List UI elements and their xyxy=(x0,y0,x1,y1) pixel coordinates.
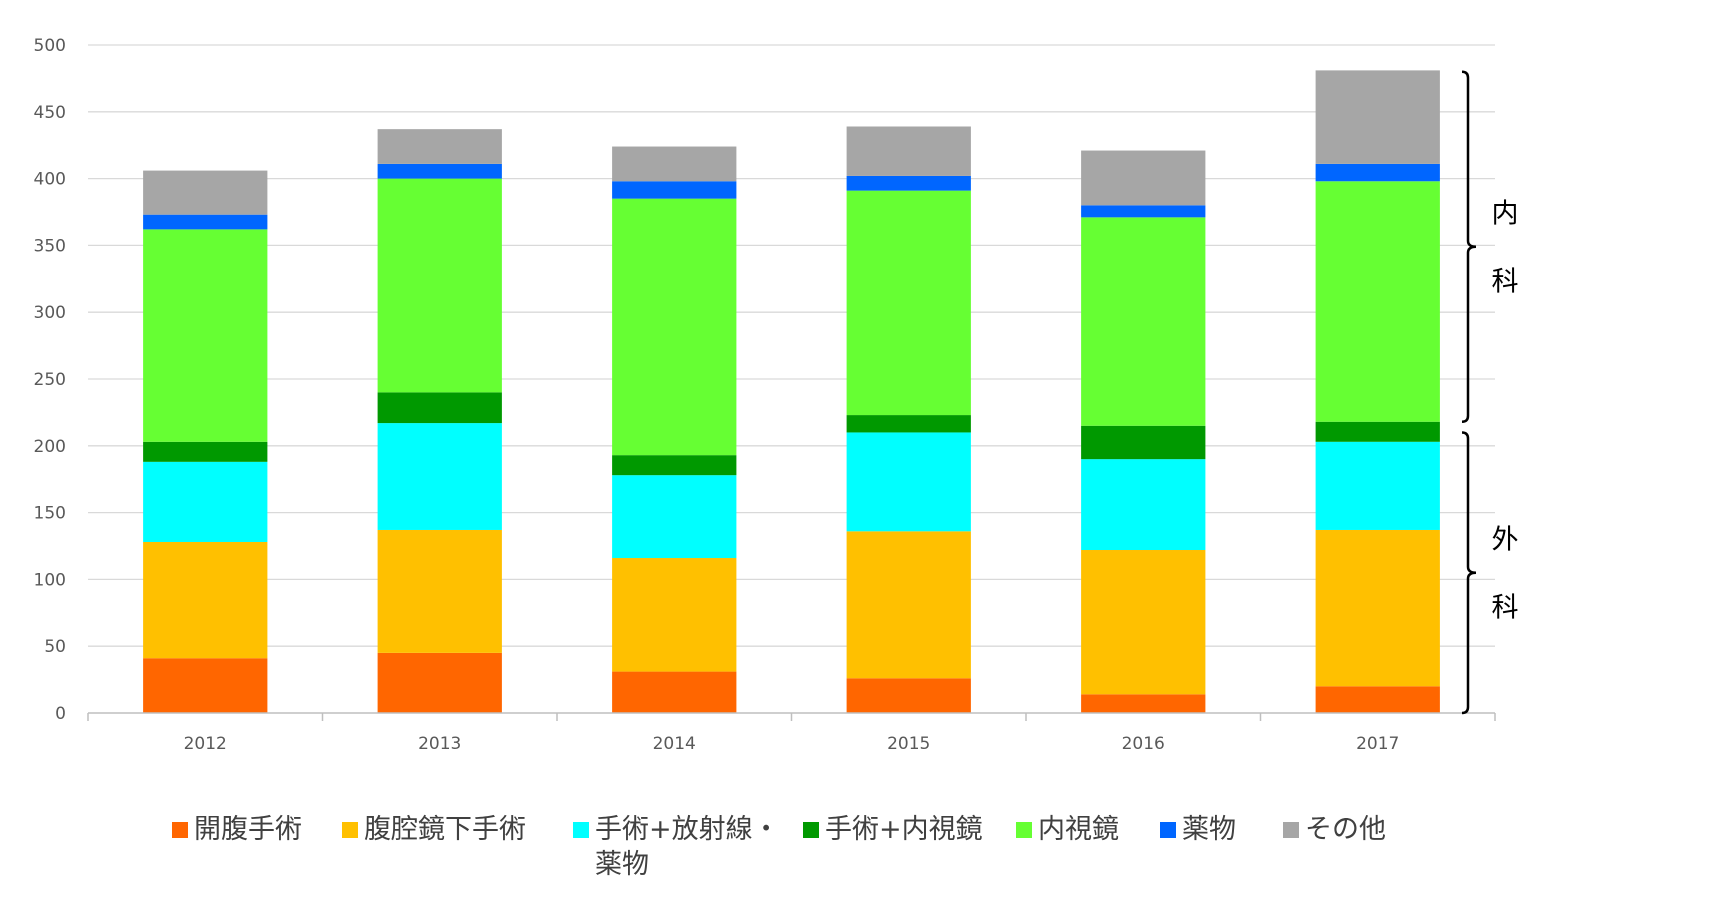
curly-brace xyxy=(1461,431,1477,715)
x-tick-label: 2013 xyxy=(418,734,461,754)
bar-segment xyxy=(1315,441,1440,530)
x-tick-label: 2016 xyxy=(1122,734,1165,754)
legend-label: 内視鏡 xyxy=(1038,814,1119,845)
y-tick-label: 50 xyxy=(44,637,66,657)
legend-label: 手術+内視鏡 xyxy=(825,814,983,845)
bar-segment xyxy=(143,229,268,442)
bar-segment xyxy=(1315,421,1440,442)
bar-segment xyxy=(377,163,502,179)
bar-segment xyxy=(1081,217,1206,426)
brace-label: 内 xyxy=(1492,199,1519,230)
curly-brace xyxy=(1461,70,1477,424)
bar-segment xyxy=(143,170,268,215)
y-tick-label: 0 xyxy=(55,704,66,724)
bars xyxy=(143,70,1440,713)
bar-segment xyxy=(377,423,502,530)
legend-swatch xyxy=(803,822,819,838)
bar-segment xyxy=(612,146,737,182)
bar-segment xyxy=(143,214,268,230)
bar-segment xyxy=(1081,459,1206,551)
bar-segment xyxy=(1315,686,1440,713)
bar-segment xyxy=(846,126,971,176)
axes: 0 50 100 150 200 250 300 350 400 450 500 2012 2013 20… xyxy=(34,36,1496,754)
legend-swatch xyxy=(1016,822,1032,838)
legend-label: 腹腔鏡下手術 xyxy=(364,814,526,845)
bar-segment xyxy=(612,455,737,476)
legend-label: 薬物 xyxy=(1182,814,1236,845)
bar-segment xyxy=(846,190,971,416)
bar-segment xyxy=(1315,70,1440,164)
bar-segment xyxy=(377,129,502,164)
y-tick-label: 300 xyxy=(34,303,66,323)
bar-segment xyxy=(1081,550,1206,695)
bar-segment xyxy=(846,175,971,191)
bar-segment xyxy=(1315,181,1440,422)
y-tick-label: 450 xyxy=(34,103,66,123)
bar-segment xyxy=(612,558,737,672)
bar-segment xyxy=(377,529,502,653)
legend-swatch xyxy=(573,822,589,838)
bar-segment xyxy=(377,392,502,424)
bar-segment xyxy=(612,198,737,456)
x-tick-label: 2017 xyxy=(1356,734,1399,754)
legend-swatch xyxy=(1283,822,1299,838)
y-tick-label: 150 xyxy=(34,504,66,524)
bar-segment xyxy=(143,441,268,462)
x-tick-label: 2014 xyxy=(653,734,696,754)
bar-segment xyxy=(846,415,971,433)
bar-segment xyxy=(377,178,502,393)
x-tick-label: 2012 xyxy=(184,734,227,754)
bar-segment xyxy=(612,671,737,713)
legend-label: その他 xyxy=(1305,814,1386,845)
legend-label: 薬物 xyxy=(595,849,649,880)
bar-segment xyxy=(1315,529,1440,687)
brace-label: 科 xyxy=(1492,267,1519,298)
legend-swatch xyxy=(342,822,358,838)
bar-segment xyxy=(612,181,737,199)
brace-label: 外 xyxy=(1492,525,1519,556)
bar-segment xyxy=(846,678,971,713)
y-tick-label: 250 xyxy=(34,370,66,390)
y-tick-label: 200 xyxy=(34,437,66,457)
legend-swatch xyxy=(1160,822,1176,838)
bar-segment xyxy=(143,541,268,659)
legend-label: 手術+放射線・ xyxy=(595,814,780,845)
bar-segment xyxy=(377,652,502,713)
bar-segment xyxy=(846,531,971,679)
bar-segment xyxy=(143,461,268,542)
y-tick-label: 500 xyxy=(34,36,66,56)
y-tick-label: 100 xyxy=(34,570,66,590)
legend-label: 開腹手術 xyxy=(194,814,302,845)
gridlines xyxy=(88,44,1495,647)
legend-swatch xyxy=(172,822,188,838)
bar-segment xyxy=(1081,425,1206,460)
bar-segment xyxy=(846,432,971,532)
bar-segment xyxy=(612,475,737,559)
bar-segment xyxy=(1081,694,1206,713)
y-tick-label: 350 xyxy=(34,236,66,256)
brace-label: 科 xyxy=(1492,593,1519,624)
y-tick-label: 400 xyxy=(34,170,66,190)
bar-segment xyxy=(143,658,268,713)
bar-segment xyxy=(1081,150,1206,206)
bar-segment xyxy=(1315,163,1440,182)
bar-segment xyxy=(1081,205,1206,218)
x-tick-label: 2015 xyxy=(887,734,930,754)
